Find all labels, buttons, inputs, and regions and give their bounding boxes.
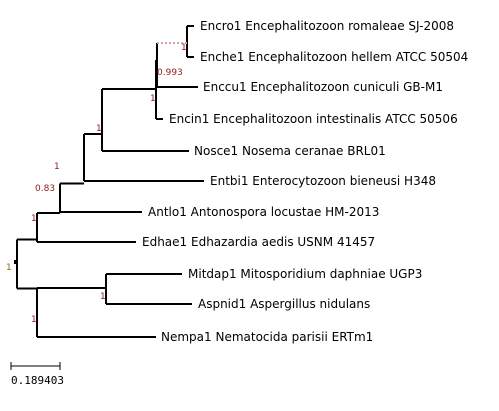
- scale-bar-label: 0.189403: [11, 374, 64, 387]
- support-root: 1: [6, 263, 12, 273]
- leaf-label-mitdap1: Mitdap1 Mitosporidium daphniae UGP3: [188, 267, 422, 281]
- root-marker: [14, 260, 18, 264]
- scale-bar: [10, 362, 61, 370]
- leaf-label-encin1: Encin1 Encephalitozoon intestinalis ATCC…: [169, 112, 458, 126]
- support-encephalitozoon-clade: 1: [150, 94, 156, 104]
- support-mitdap-aspnid: 1: [100, 292, 106, 302]
- leaf-label-enche1: Enche1 Encephalitozoon hellem ATCC 50504: [200, 50, 468, 64]
- leaf-label-nempa1: Nempa1 Nematocida parisii ERTm1: [161, 330, 373, 344]
- support-nosce-clade: 1: [96, 124, 102, 134]
- support-entbi-clade: 1: [54, 162, 60, 172]
- support-outgroup-clade: 1: [31, 315, 37, 325]
- leaf-label-edhae1: Edhae1 Edhazardia aedis USNM 41457: [142, 235, 375, 249]
- leaf-label-aspnid1: Aspnid1 Aspergillus nidulans: [198, 297, 370, 311]
- support-enccu-clade: 0.993: [157, 68, 183, 78]
- leaf-label-entbi1: Entbi1 Enterocytozoon bieneusi H348: [210, 174, 436, 188]
- leaf-label-encro1: Encro1 Encephalitozoon romaleae SJ-2008: [200, 19, 454, 33]
- support-microsporidia-clade: 1: [31, 214, 37, 224]
- leaf-labels: Encro1 Encephalitozoon romaleae SJ-2008 …: [142, 19, 468, 344]
- leaf-label-antlo1: Antlo1 Antonospora locustae HM-2013: [148, 205, 379, 219]
- leaf-label-nosce1: Nosce1 Nosema ceranae BRL01: [194, 144, 386, 158]
- leaf-label-enccu1: Enccu1 Encephalitozoon cuniculi GB-M1: [203, 80, 443, 94]
- support-antlo-clade: 0.83: [35, 184, 55, 194]
- support-romaleae-hellem: 1: [181, 43, 187, 53]
- support-values: 1 1 0.83 1 1 1 0.993 1 1 1: [6, 43, 187, 325]
- tree-branches: [16, 25, 204, 338]
